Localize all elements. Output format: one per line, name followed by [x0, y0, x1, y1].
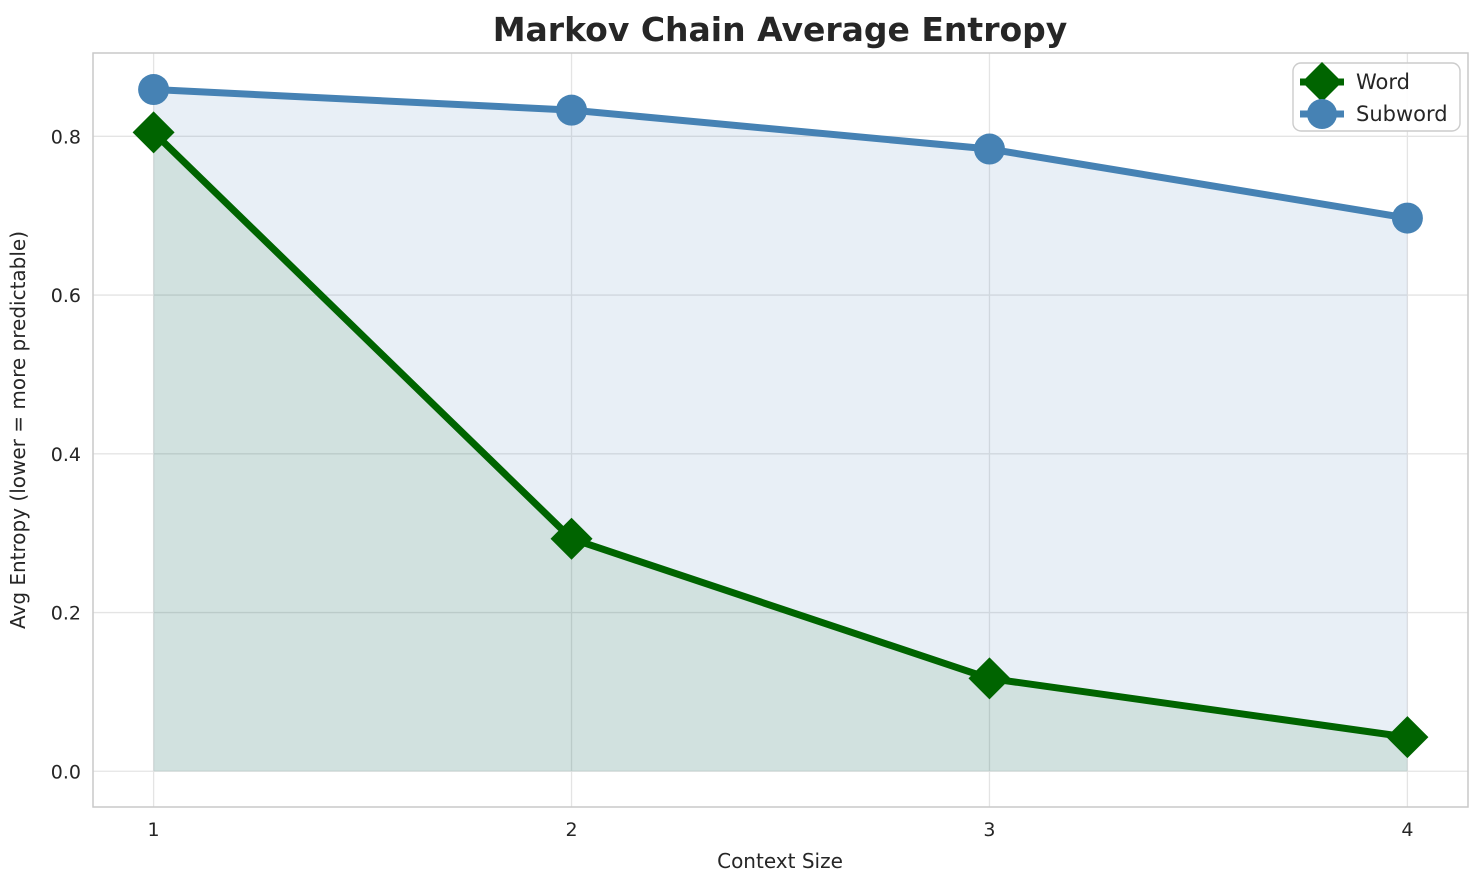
- subword-circle-icon: [1307, 99, 1337, 129]
- marker-circle-subword: [973, 133, 1005, 165]
- x-tick-label: 3: [983, 819, 995, 841]
- word-diamond-icon: [1302, 62, 1342, 102]
- marker-diamond-word: [550, 517, 593, 560]
- x-tick-label: 1: [148, 819, 160, 841]
- line-subword: [150, 86, 1411, 222]
- marker-diamond-word: [132, 111, 175, 154]
- plot-border: [92, 52, 1469, 808]
- plot-area: [93, 53, 1468, 807]
- marker-circle-subword: [138, 74, 170, 106]
- x-axis-label: Context Size: [717, 849, 843, 873]
- y-tick-label: 0.2: [51, 603, 81, 625]
- chart-title: Markov Chain Average Entropy: [493, 10, 1068, 49]
- y-tick-label: 0.0: [51, 761, 81, 783]
- marker-diamond-word: [968, 657, 1011, 700]
- y-axis-label: Avg Entropy (lower = more predictable): [6, 231, 30, 629]
- plot-layer: 0.0 0.2 0.4 0.6 0.8 1 2 3 4: [51, 52, 1469, 841]
- y-tick-label: 0.6: [51, 285, 81, 307]
- marker-diamond-word: [1386, 716, 1429, 759]
- area-fill-subword: [153, 89, 1408, 772]
- marker-circle-subword: [1391, 202, 1423, 234]
- legend-item-word: Word: [1300, 62, 1410, 102]
- legend: Word Subword: [1292, 62, 1461, 132]
- line-word: [150, 128, 1411, 741]
- area-fill-word: [153, 132, 1408, 772]
- legend-label-subword: Subword: [1356, 102, 1448, 126]
- x-tick-label: 4: [1401, 819, 1413, 841]
- legend-label-word: Word: [1356, 70, 1410, 94]
- x-tick-label: 2: [565, 819, 577, 841]
- legend-item-subword: Subword: [1300, 99, 1448, 129]
- y-tick-label: 0.4: [51, 444, 81, 466]
- y-tick-label: 0.8: [51, 126, 81, 148]
- marker-circle-subword: [556, 94, 588, 126]
